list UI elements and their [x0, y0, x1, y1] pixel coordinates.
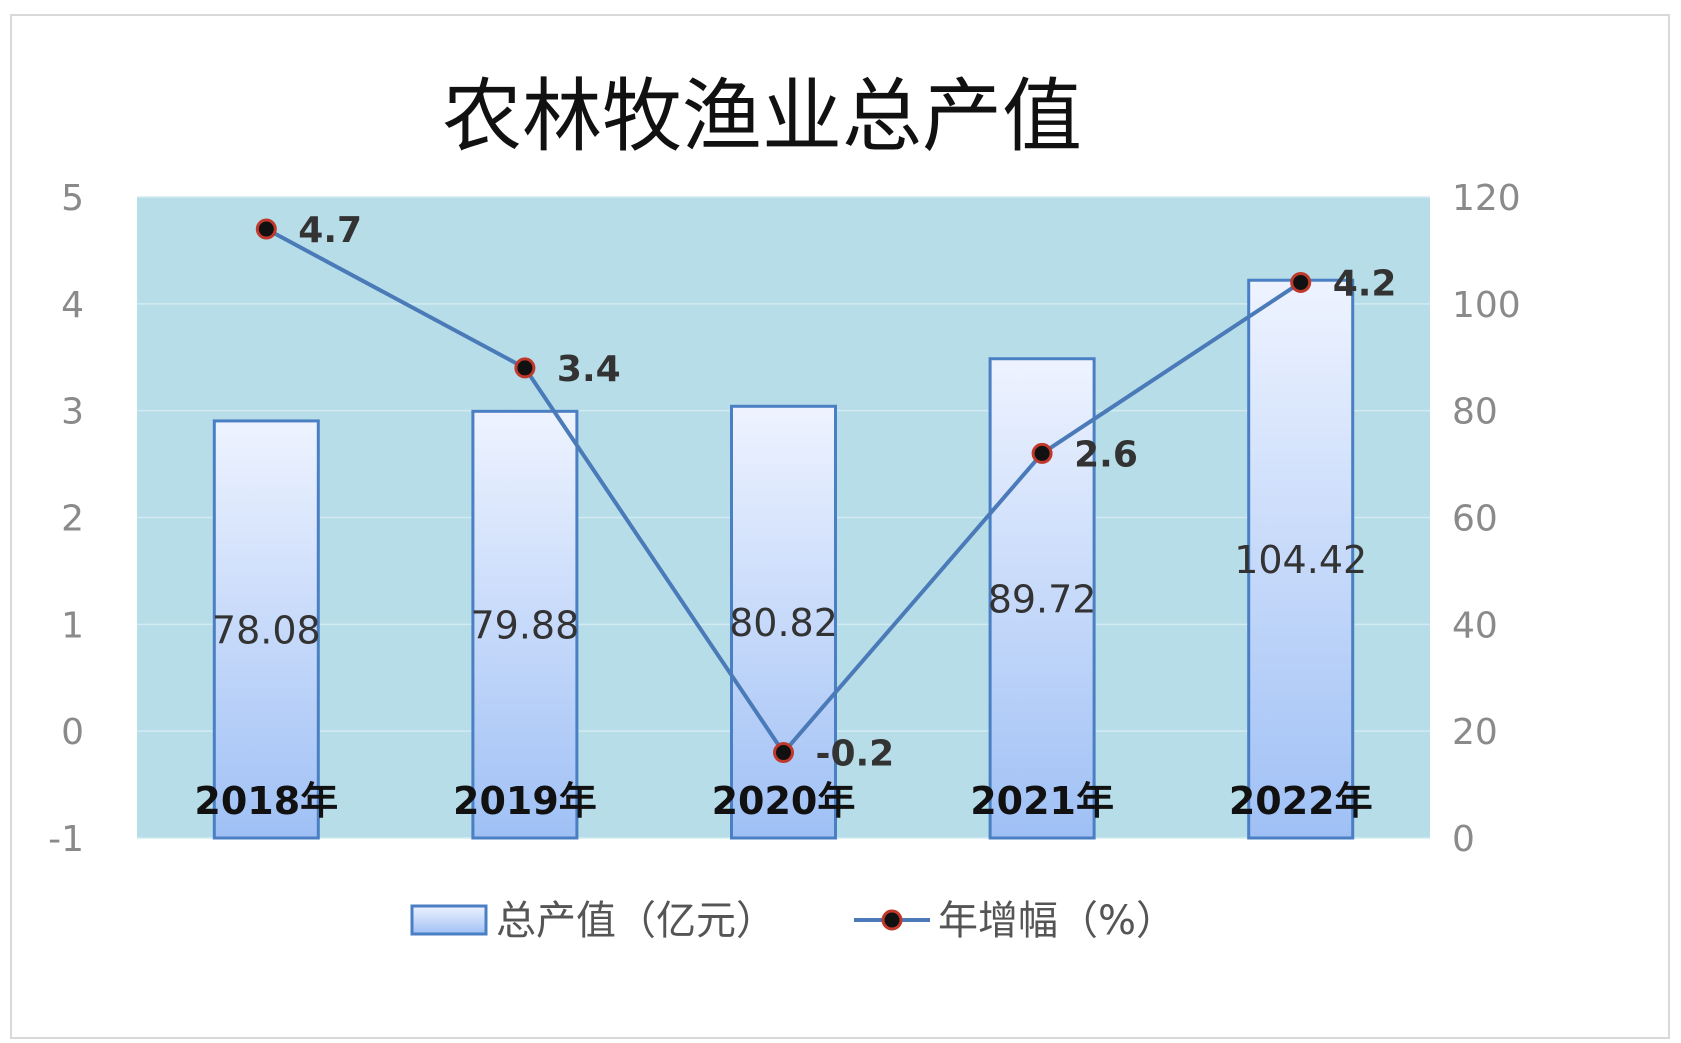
bar	[212, 419, 320, 840]
line-point	[514, 357, 536, 379]
line-value-label: -0.2	[816, 734, 895, 775]
legend-line-label: 年增幅（%）	[938, 898, 1176, 944]
category-label: 2019年	[453, 779, 597, 823]
category-label: 2021年	[970, 779, 1114, 823]
right-axis-tick-label: 100	[1452, 285, 1521, 326]
category-label: 2020年	[712, 779, 856, 823]
right-axis-tick-label: 80	[1452, 392, 1498, 433]
line-value-label: 4.2	[1333, 263, 1397, 304]
line-value-label: 3.4	[557, 349, 621, 390]
left-axis-tick-label: 5	[61, 178, 84, 219]
bar-value-label: 78.08	[212, 608, 321, 652]
bar	[730, 404, 837, 840]
category-label: 2022年	[1229, 779, 1373, 823]
chart-frame: 农林牧渔业总产值 -1 0 1 2 3 4 5 0 20 40 60 80 100 120 78.08 79…	[10, 14, 1670, 1039]
bar	[988, 357, 1096, 840]
right-axis-tick-label: 40	[1452, 605, 1498, 646]
legend-bar-swatch	[410, 904, 488, 936]
legend-line-marker	[881, 909, 903, 931]
line-point	[1031, 442, 1053, 464]
left-axis-tick-label: 0	[61, 712, 84, 753]
left-axis-tick-label: -1	[48, 819, 84, 860]
right-axis-tick-label: 120	[1452, 178, 1521, 219]
legend-bar-label: 总产值（亿元）	[496, 898, 776, 944]
left-axis-tick-label: 2	[61, 499, 84, 540]
chart-title: 农林牧渔业总产值	[442, 70, 1082, 163]
left-axis-tick-label: 3	[61, 392, 84, 433]
category-label: 2018年	[194, 779, 338, 823]
right-axis-tick-label: 60	[1452, 499, 1498, 540]
right-axis-tick-label: 20	[1452, 712, 1498, 753]
bar-value-label: 104.42	[1234, 538, 1367, 582]
bar-value-label: 89.72	[988, 577, 1097, 621]
line-value-label: 4.7	[298, 210, 362, 251]
chart: 农林牧渔业总产值 -1 0 1 2 3 4 5 0 20 40 60 80 100 120 78.08 79…	[48, 70, 1521, 944]
bar	[471, 409, 579, 840]
bar	[1247, 278, 1355, 840]
left-axis-tick-label: 4	[61, 285, 84, 326]
line-point	[773, 742, 794, 764]
left-axis-tick-label: 1	[61, 605, 84, 646]
line-point	[255, 218, 277, 240]
bar-value-label: 80.82	[729, 601, 838, 645]
bar-value-label: 79.88	[471, 604, 580, 648]
line-value-label: 2.6	[1074, 434, 1138, 475]
right-axis-tick-label: 0	[1452, 819, 1475, 860]
line-point	[1290, 271, 1312, 293]
